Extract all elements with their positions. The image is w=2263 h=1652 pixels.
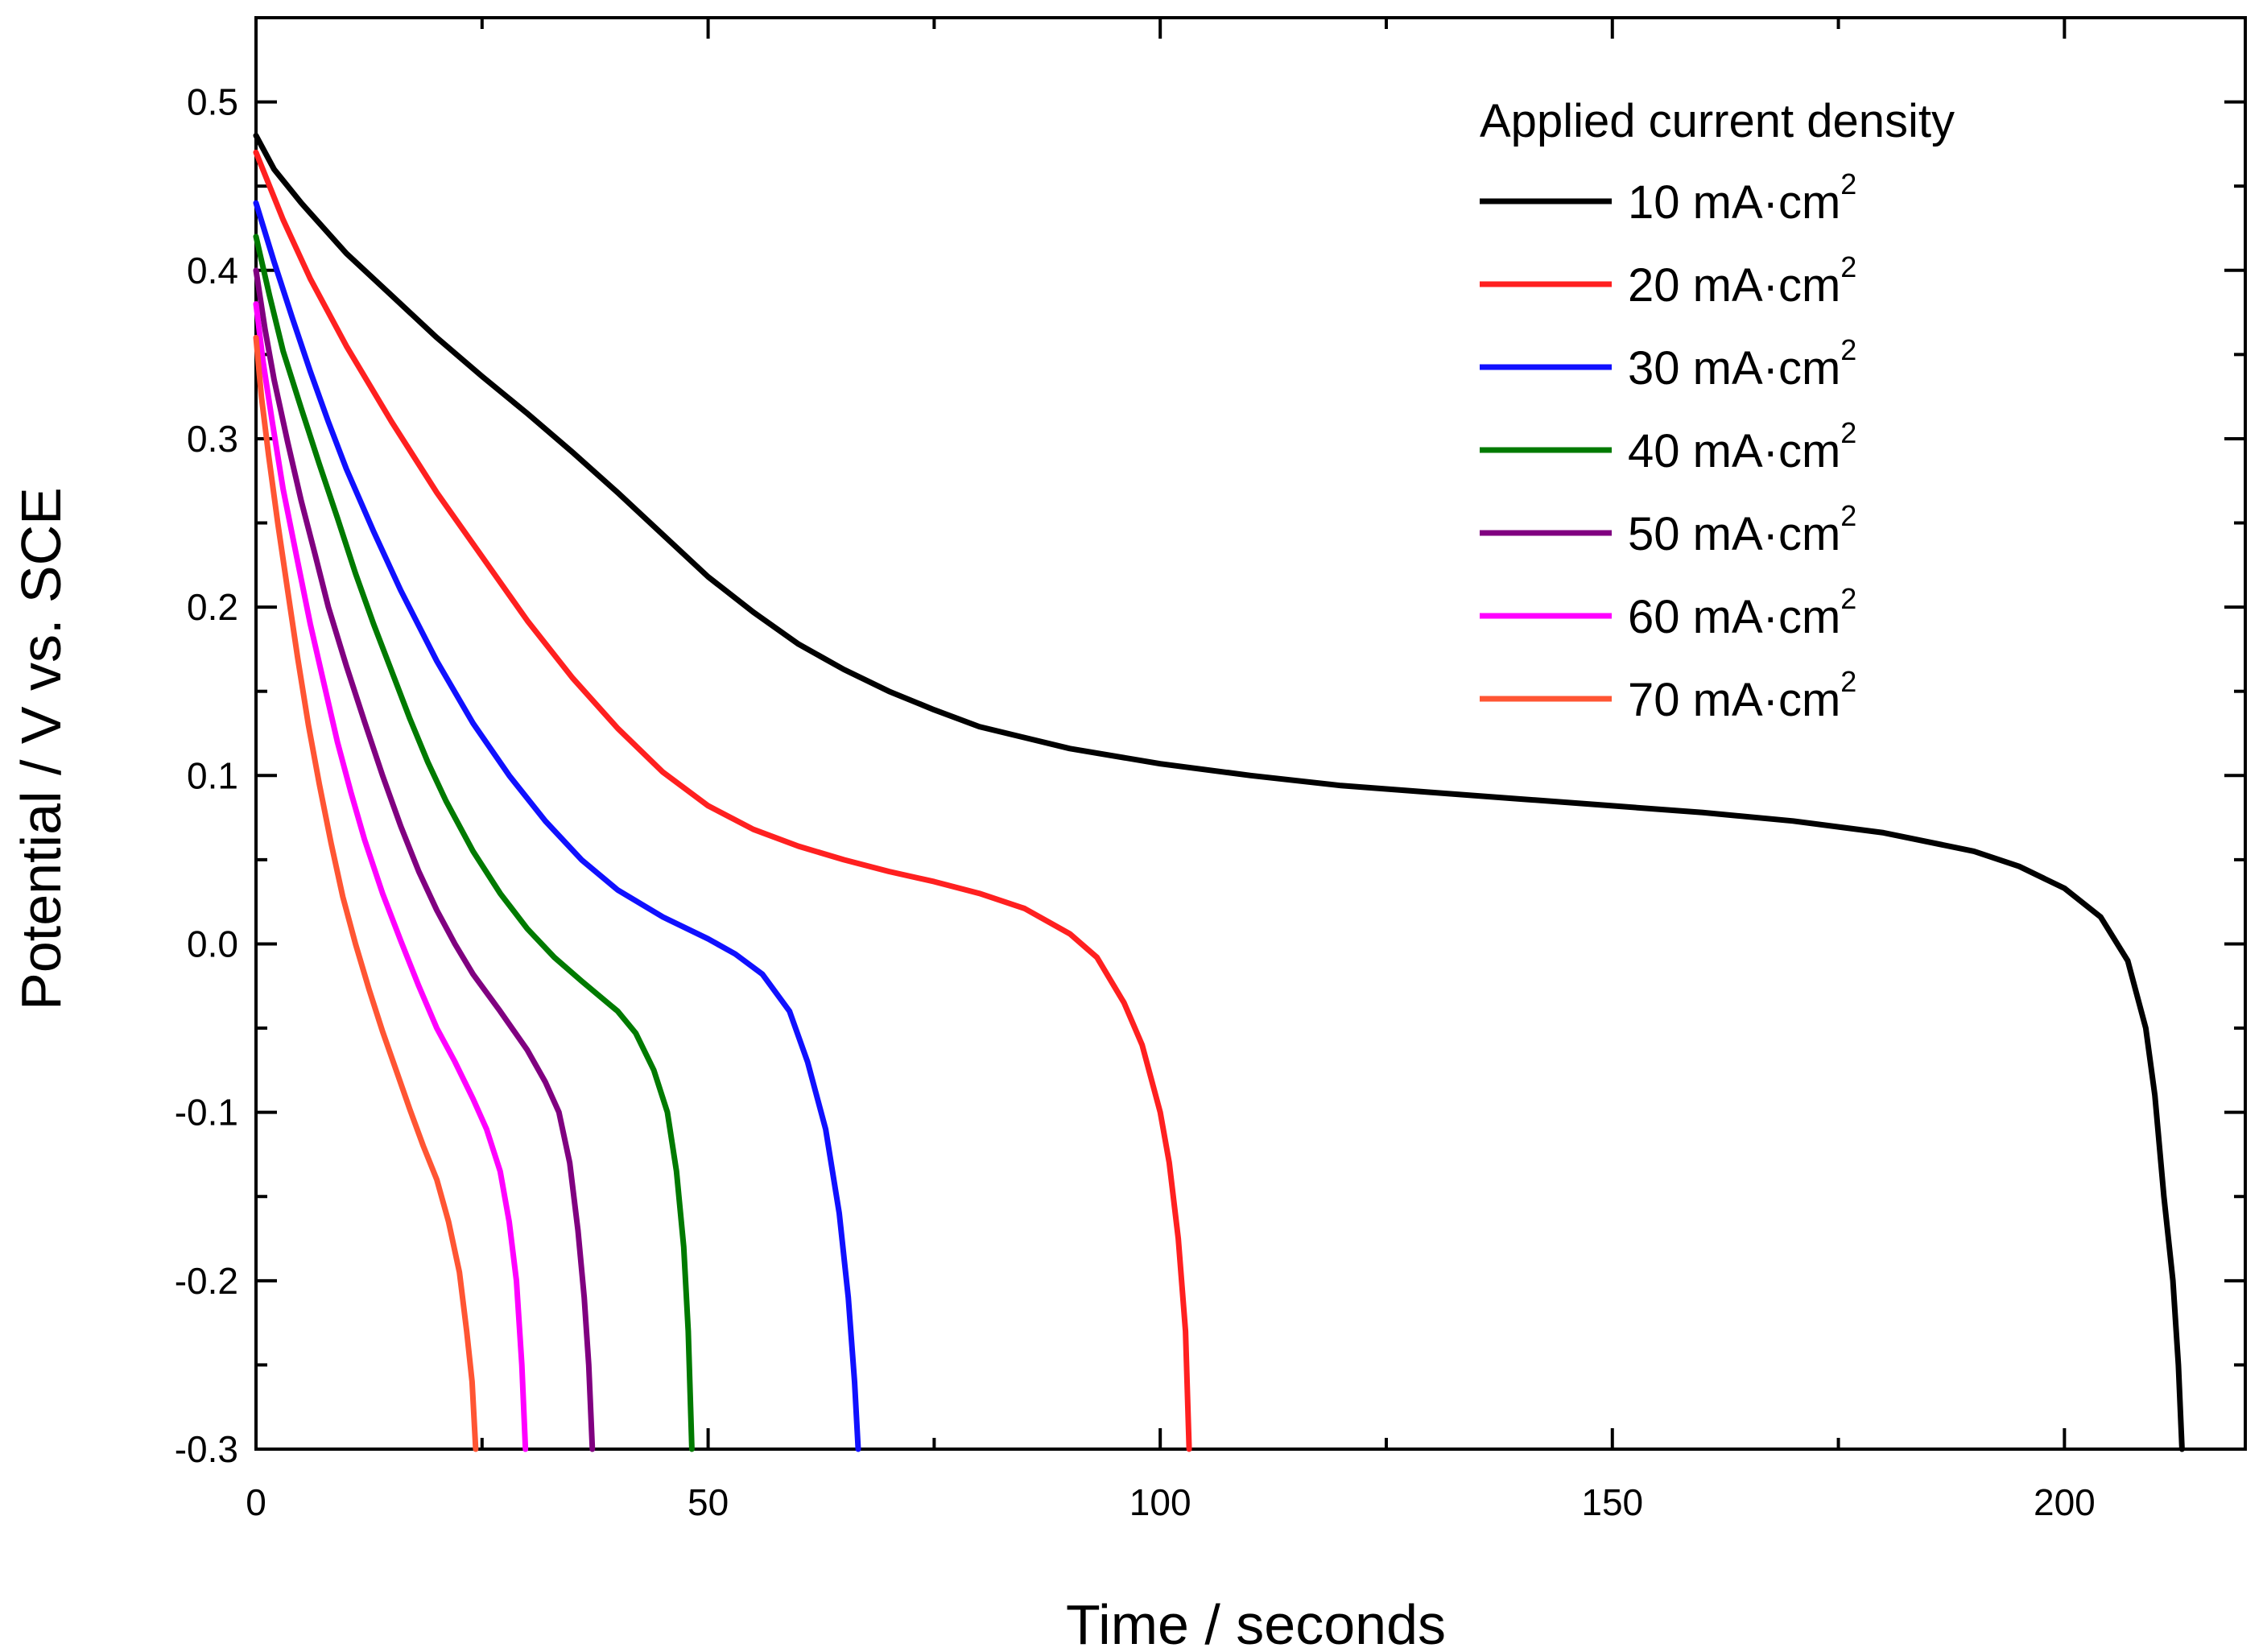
legend-label-5: 50 mA·cm2: [1628, 499, 1856, 560]
series-line-3: [253, 200, 861, 1452]
x-axis-ticks: 0 50 100 150 200: [246, 18, 2096, 1523]
legend-title: Applied current density: [1480, 95, 1955, 147]
legend-label-text: 30 mA·cm: [1628, 342, 1840, 394]
x-tick-label: 100: [1129, 1481, 1191, 1523]
y-tick-label: -0.3: [175, 1428, 238, 1470]
series-line-4: [253, 233, 695, 1452]
y-tick-label: 0.2: [187, 586, 238, 628]
legend-label-superscript: 2: [1840, 499, 1856, 532]
legend-label-7: 70 mA·cm2: [1628, 665, 1856, 726]
x-tick-label: 150: [1581, 1481, 1643, 1523]
legend-label-2: 20 mA·cm2: [1628, 250, 1856, 312]
legend-label-1: 10 mA·cm2: [1628, 167, 1856, 229]
x-tick-label: 200: [2034, 1481, 2096, 1523]
legend-label-text: 40 mA·cm: [1628, 425, 1840, 477]
legend-label-text: 50 mA·cm: [1628, 508, 1840, 560]
y-axis-ticks: -0.3 -0.2 -0.1 0.0 0.1 0.2 0.3 0.4 0.5: [175, 16, 2245, 1470]
series-line-5: [253, 267, 596, 1452]
y-tick-label: 0.3: [187, 418, 238, 460]
legend-label-text: 60 mA·cm: [1628, 591, 1840, 643]
legend-label-6: 60 mA·cm2: [1628, 582, 1856, 643]
legend-label-text: 70 mA·cm: [1628, 674, 1840, 726]
y-tick-label: 0.5: [187, 81, 238, 123]
y-tick-label: 0.1: [187, 754, 238, 796]
legend-label-text: 20 mA·cm: [1628, 259, 1840, 312]
series-lines: [253, 132, 2185, 1452]
legend-label-3: 30 mA·cm2: [1628, 333, 1856, 394]
series-line-2: [253, 149, 1192, 1452]
legend-label-superscript: 2: [1840, 582, 1856, 615]
legend-label-superscript: 2: [1840, 167, 1856, 200]
series-line-1: [253, 132, 2185, 1452]
legend-label-superscript: 2: [1840, 416, 1856, 449]
y-tick-label: -0.1: [175, 1092, 238, 1134]
plot-border: [254, 16, 2247, 1451]
x-tick-label: 0: [246, 1481, 266, 1523]
legend-label-superscript: 2: [1840, 250, 1856, 283]
y-axis-label: Potential / V vs. SCE: [10, 487, 72, 1010]
legend-label-4: 40 mA·cm2: [1628, 416, 1856, 477]
legend-label-superscript: 2: [1840, 665, 1856, 698]
y-tick-label: -0.2: [175, 1260, 238, 1302]
plot-frame: [254, 16, 2247, 1451]
y-tick-label: 0.4: [187, 250, 238, 291]
x-tick-label: 50: [688, 1481, 729, 1523]
legend-label-superscript: 2: [1840, 333, 1856, 366]
x-axis-label: Time / seconds: [1066, 1593, 1446, 1652]
series-line-7: [253, 334, 479, 1452]
series-line-6: [253, 301, 529, 1452]
legend-label-text: 10 mA·cm: [1628, 176, 1840, 229]
y-tick-label: 0.0: [187, 923, 238, 964]
